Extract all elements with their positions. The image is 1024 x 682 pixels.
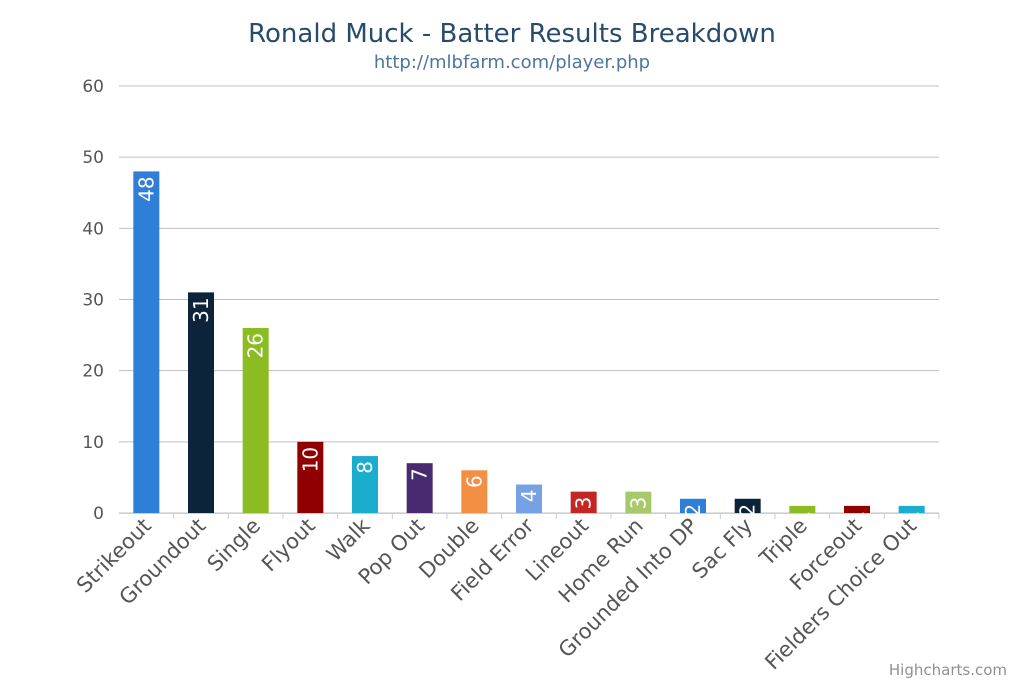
data-labels: 48 31 26 10 8 7 6 4 3 3 2 2 1 1 1 (134, 176, 923, 523)
data-label: 1 (790, 511, 814, 524)
bar[interactable] (734, 498, 761, 513)
data-label: 6 (462, 475, 486, 488)
data-label: 3 (626, 497, 650, 510)
bar[interactable] (680, 498, 706, 513)
bar[interactable] (406, 463, 433, 513)
bar[interactable] (625, 491, 652, 513)
data-label: 31 (189, 297, 213, 322)
y-axis-ticks: 0 10 20 30 40 50 60 (82, 77, 104, 524)
bar[interactable] (133, 171, 160, 513)
y-tick-label: 60 (82, 77, 104, 97)
bar[interactable] (789, 505, 816, 513)
y-tick-label: 20 (82, 362, 104, 382)
bar[interactable] (516, 484, 542, 513)
bar[interactable] (461, 470, 488, 513)
data-label: 2 (681, 504, 705, 517)
y-tick-label: 50 (82, 148, 104, 168)
bar[interactable] (242, 327, 269, 513)
bar[interactable] (844, 505, 870, 513)
y-tick-label: 10 (82, 433, 104, 453)
x-tick-label: Sac Fly (687, 514, 757, 584)
data-label: 48 (134, 176, 158, 201)
gridlines (119, 85, 940, 519)
data-label: 1 (845, 511, 869, 524)
data-label: 1 (900, 511, 924, 524)
y-tick-label: 0 (93, 504, 104, 524)
x-tick-label: Flyout (257, 514, 320, 577)
data-label: 2 (736, 504, 760, 517)
bar[interactable] (188, 292, 214, 513)
y-tick-label: 30 (82, 291, 104, 311)
credits-link[interactable]: Highcharts.com (889, 661, 1007, 679)
bar[interactable] (297, 441, 324, 513)
data-label: 4 (517, 490, 541, 503)
bar[interactable] (898, 505, 925, 513)
data-label: 10 (298, 447, 322, 472)
chart-title: Ronald Muck - Batter Results Breakdown (248, 19, 776, 49)
x-tick-label: Single (203, 514, 266, 577)
bar[interactable] (570, 491, 597, 513)
data-label: 8 (353, 461, 377, 474)
bars (133, 171, 925, 513)
data-label: 3 (572, 497, 596, 510)
data-label: 7 (408, 468, 432, 481)
y-tick-label: 40 (82, 219, 104, 239)
bar[interactable] (352, 456, 378, 513)
chart-subtitle[interactable]: http://mlbfarm.com/player.php (374, 52, 650, 73)
data-label: 26 (244, 333, 268, 358)
